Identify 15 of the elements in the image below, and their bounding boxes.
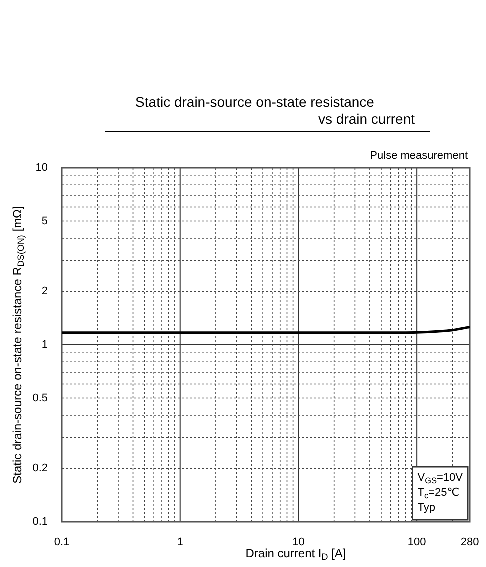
x-tick-label: 1 [177,536,184,549]
y-tick-label: 10 [36,162,48,174]
y-tick-label: 0.1 [32,516,48,528]
x-tick-label: 100 [408,536,426,549]
y-axis-title: Static drain-source on-state resistance RDS(ON) [mΩ] [10,206,26,484]
x-tick-label: 0.1 [54,536,70,549]
y-tick-label: 0.5 [32,392,48,404]
x-tick-label: 280 [460,536,480,549]
y-tick-label: 2 [42,286,48,298]
chart-title: Static drain-source on-state resistance vs drain current [136,94,416,127]
y-tick-label: 0.2 [32,462,48,475]
y-tick-label: 5 [42,215,48,228]
x-tick-label: 10 [292,536,305,549]
text: Pulse measurement [370,150,468,162]
y-tick-label: 1 [42,339,48,352]
